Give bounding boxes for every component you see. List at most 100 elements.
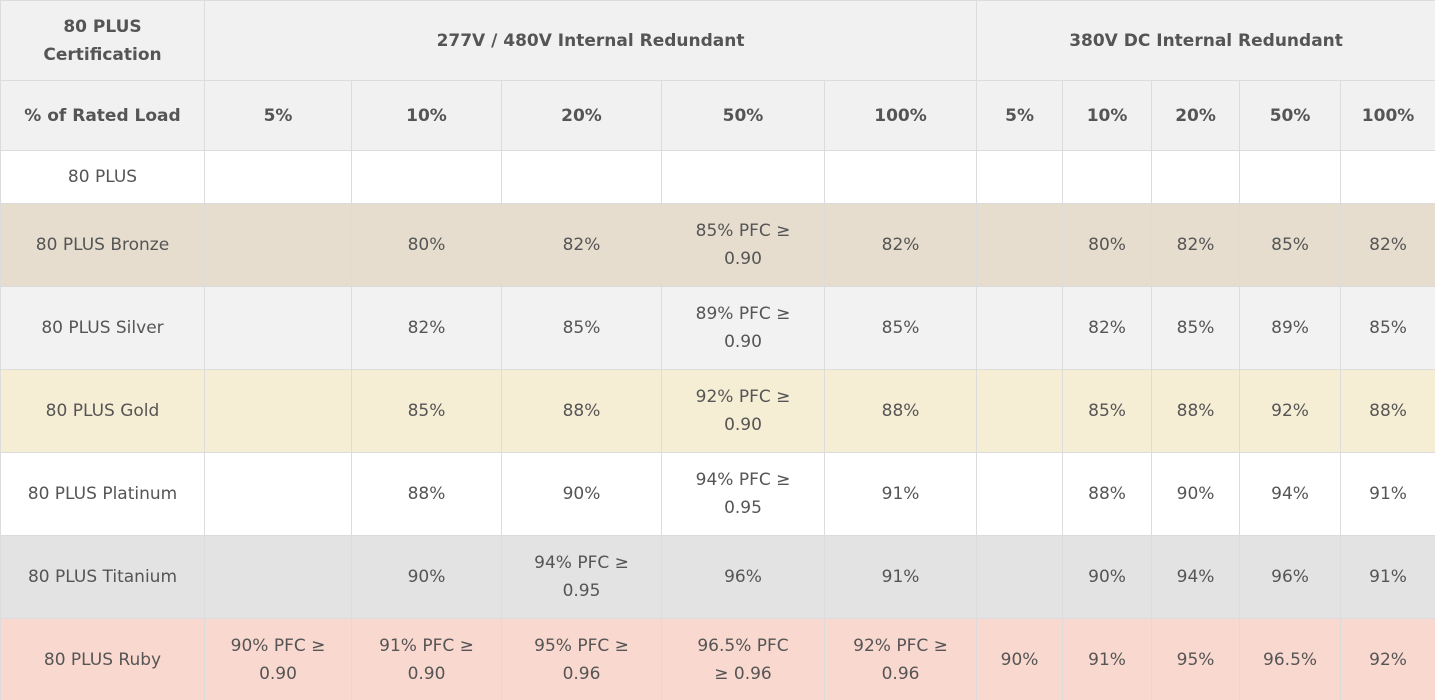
ac-efficiency-cell: 85%	[823, 286, 978, 370]
dc-efficiency-cell	[1151, 150, 1241, 204]
ac-load-header: 50%	[661, 80, 825, 151]
ac-efficiency-cell: 85%	[501, 286, 662, 370]
ac-efficiency-cell: 96.5% PFC ≥ 0.96	[661, 618, 825, 700]
ac-efficiency-cell	[204, 203, 352, 287]
ac-efficiency-cell	[823, 150, 978, 204]
ac-efficiency-cell: 82%	[501, 203, 662, 287]
dc-load-header: 5%	[976, 80, 1064, 151]
ac-efficiency-cell: 88%	[351, 452, 502, 536]
dc-efficiency-cell	[1340, 150, 1435, 204]
dc-efficiency-cell: 85%	[1062, 369, 1153, 453]
certification-name: 80 PLUS Titanium	[0, 535, 205, 619]
dc-load-header: 50%	[1239, 80, 1342, 151]
dc-efficiency-cell: 88%	[1340, 369, 1435, 453]
table-row: 80 PLUS Titanium 90% 94% PFC ≥ 0.95 96% 91% 9…	[0, 535, 1435, 619]
table-row: 80 PLUS Platinum 88% 90% 94% PFC ≥ 0.95 91% 8…	[0, 452, 1435, 536]
certification-name: 80 PLUS Ruby	[0, 618, 205, 700]
dc-efficiency-cell: 85%	[1151, 286, 1241, 370]
ac-efficiency-cell: 92% PFC ≥ 0.90	[661, 369, 825, 453]
load-header-row: % of Rated Load 5% 10% 20% 50% 100% 5% 1…	[0, 80, 1435, 151]
ac-load-header: 5%	[204, 80, 352, 151]
dc-efficiency-cell	[976, 369, 1064, 453]
table-row: 80 PLUS	[0, 150, 1435, 204]
ac-load-header: 100%	[823, 80, 978, 151]
dc-efficiency-cell	[976, 535, 1064, 619]
dc-efficiency-cell: 92%	[1239, 369, 1342, 453]
dc-efficiency-cell: 82%	[1340, 203, 1435, 287]
ac-efficiency-cell	[204, 369, 352, 453]
dc-load-header: 20%	[1151, 80, 1241, 151]
table-row: 80 PLUS Silver 82% 85% 89% PFC ≥ 0.90 85% 82%…	[0, 286, 1435, 370]
ac-efficiency-cell: 90%	[501, 452, 662, 536]
ac-efficiency-cell: 91%	[823, 452, 978, 536]
dc-efficiency-cell: 91%	[1340, 452, 1435, 536]
ac-load-header: 20%	[501, 80, 662, 151]
dc-efficiency-cell: 92%	[1340, 618, 1435, 700]
ac-efficiency-cell: 94% PFC ≥ 0.95	[661, 452, 825, 536]
certification-name: 80 PLUS Platinum	[0, 452, 205, 536]
ac-efficiency-cell: 80%	[351, 203, 502, 287]
table-row: 80 PLUS Ruby 90% PFC ≥ 0.90 91% PFC ≥ 0.90…	[0, 618, 1435, 700]
dc-efficiency-cell	[976, 286, 1064, 370]
certification-header: 80 PLUS Certification	[0, 0, 205, 81]
ac-group-header: 277V / 480V Internal Redundant	[203, 0, 978, 81]
dc-load-header: 100%	[1340, 80, 1435, 151]
table-row: 80 PLUS Gold 85% 88% 92% PFC ≥ 0.90 88% 85% 88…	[0, 369, 1435, 453]
ac-efficiency-cell	[661, 150, 825, 204]
dc-group-header: 380V DC Internal Redundant	[976, 0, 1435, 81]
dc-efficiency-cell: 95%	[1151, 618, 1241, 700]
ac-efficiency-cell: 85%	[351, 369, 502, 453]
dc-efficiency-cell: 90%	[1151, 452, 1241, 536]
ac-efficiency-cell	[204, 452, 352, 536]
dc-efficiency-cell: 85%	[1239, 203, 1342, 287]
dc-efficiency-cell: 85%	[1340, 286, 1435, 370]
ac-efficiency-cell	[501, 150, 662, 204]
ac-efficiency-cell: 85% PFC ≥ 0.90	[661, 203, 825, 287]
ac-efficiency-cell: 89% PFC ≥ 0.90	[661, 286, 825, 370]
dc-efficiency-cell: 91%	[1062, 618, 1153, 700]
dc-efficiency-cell: 90%	[976, 618, 1064, 700]
ac-efficiency-cell: 88%	[501, 369, 662, 453]
table-row: 80 PLUS Bronze 80% 82% 85% PFC ≥ 0.90 82% 80%…	[0, 203, 1435, 287]
dc-efficiency-cell	[976, 452, 1064, 536]
ac-efficiency-cell	[204, 150, 352, 204]
ac-efficiency-cell: 82%	[351, 286, 502, 370]
dc-efficiency-cell: 96%	[1239, 535, 1342, 619]
certification-name: 80 PLUS Gold	[0, 369, 205, 453]
dc-efficiency-cell	[1062, 150, 1153, 204]
ac-efficiency-cell	[204, 535, 352, 619]
certification-name: 80 PLUS Bronze	[0, 203, 205, 287]
dc-load-header: 10%	[1062, 80, 1153, 151]
ac-efficiency-cell: 91%	[823, 535, 978, 619]
dc-efficiency-cell: 88%	[1062, 452, 1153, 536]
ac-efficiency-cell	[204, 286, 352, 370]
ac-efficiency-cell: 90% PFC ≥ 0.90	[204, 618, 352, 700]
dc-efficiency-cell	[976, 203, 1064, 287]
dc-efficiency-cell: 82%	[1062, 286, 1153, 370]
ac-efficiency-cell: 88%	[823, 369, 978, 453]
load-label-header: % of Rated Load	[0, 80, 205, 151]
certification-name: 80 PLUS Silver	[0, 286, 205, 370]
dc-efficiency-cell	[1239, 150, 1342, 204]
table-body: 80 PLUS 80 PLUS Bronze 80% 82% 85% PFC ≥ 0.9…	[0, 150, 1435, 700]
ac-efficiency-cell	[351, 150, 502, 204]
dc-efficiency-cell: 96.5%	[1239, 618, 1342, 700]
dc-efficiency-cell: 82%	[1151, 203, 1241, 287]
group-header-row: 80 PLUS Certification 277V / 480V Intern…	[0, 0, 1435, 81]
dc-efficiency-cell: 89%	[1239, 286, 1342, 370]
ac-efficiency-cell: 96%	[661, 535, 825, 619]
ac-efficiency-cell: 90%	[351, 535, 502, 619]
dc-efficiency-cell: 91%	[1340, 535, 1435, 619]
ac-efficiency-cell: 91% PFC ≥ 0.90	[351, 618, 502, 700]
ac-efficiency-cell: 92% PFC ≥ 0.96	[823, 618, 978, 700]
dc-efficiency-cell: 90%	[1062, 535, 1153, 619]
dc-efficiency-cell: 94%	[1239, 452, 1342, 536]
ac-load-header: 10%	[351, 80, 502, 151]
certification-name: 80 PLUS	[0, 150, 205, 204]
dc-efficiency-cell: 94%	[1151, 535, 1241, 619]
dc-efficiency-cell: 80%	[1062, 203, 1153, 287]
ac-efficiency-cell: 94% PFC ≥ 0.95	[501, 535, 662, 619]
dc-efficiency-cell: 88%	[1151, 369, 1241, 453]
dc-efficiency-cell	[976, 150, 1064, 204]
